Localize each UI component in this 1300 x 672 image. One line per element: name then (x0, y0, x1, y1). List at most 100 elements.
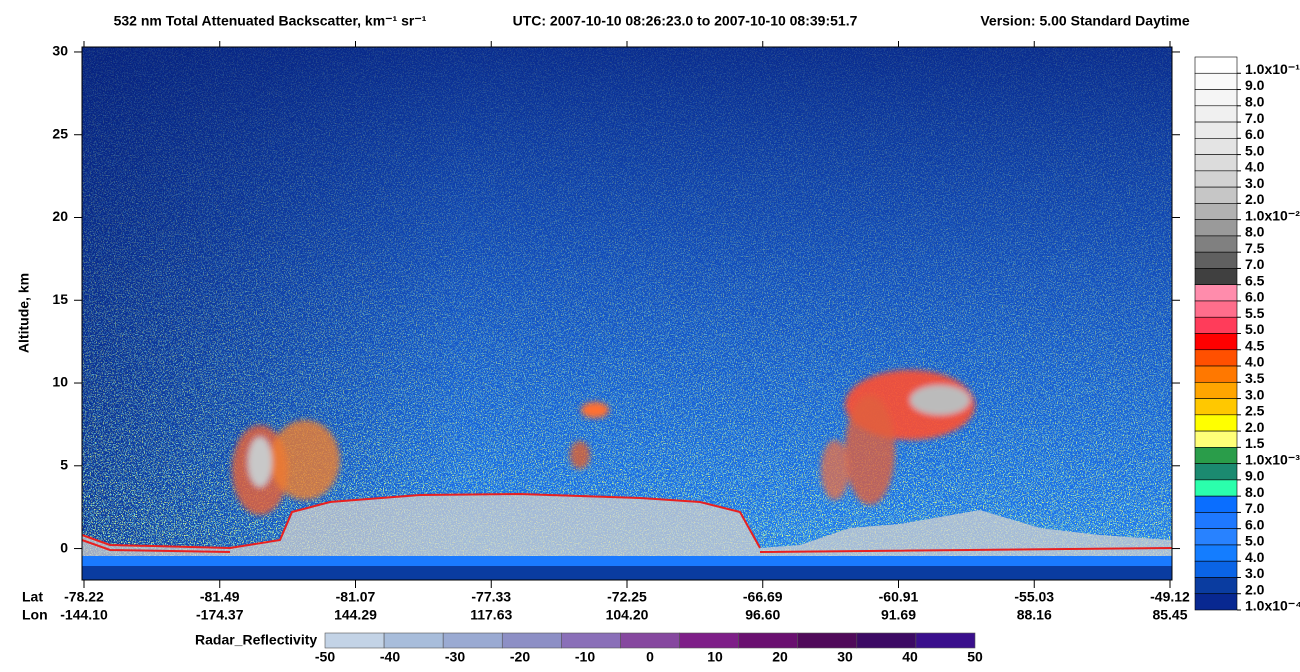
time-range: UTC: 2007-10-10 08:26:23.0 to 2007-10-10… (513, 13, 858, 29)
chart-title: 532 nm Total Attenuated Backscatter, km⁻… (114, 13, 427, 29)
colorbar-swatch (1194, 544, 1238, 562)
colorbar-label: 5.0 (1245, 321, 1265, 337)
radar-colorbar-swatch (324, 632, 385, 649)
radar-tick-label: 40 (902, 649, 918, 665)
colorbar-swatch (1194, 170, 1238, 188)
colorbar-swatch (1194, 300, 1238, 318)
colorbar-swatch (1194, 430, 1238, 448)
colorbar-swatch (1194, 186, 1238, 204)
colorbar-swatch (1194, 512, 1238, 529)
colorbar-swatch (1194, 105, 1238, 123)
lon-tick-label: 85.45 (1152, 607, 1187, 623)
colorbar-label: 6.0 (1245, 126, 1265, 142)
colorbar-swatch (1194, 593, 1238, 611)
radar-tick-label: -30 (445, 649, 465, 665)
radar-colorbar-swatch (442, 632, 503, 649)
colorbar-swatch (1194, 447, 1238, 464)
colorbar-swatch (1194, 316, 1238, 334)
colorbar-swatch (1194, 577, 1238, 595)
colorbar-swatch (1194, 56, 1238, 74)
colorbar-swatch (1194, 121, 1238, 139)
colorbar-label: 5.0 (1245, 533, 1265, 549)
colorbar-label: 4.0 (1245, 159, 1265, 175)
colorbar-swatch (1194, 89, 1238, 107)
colorbar-label: 7.0 (1245, 110, 1265, 126)
y-tick-label: 30 (52, 43, 68, 59)
colorbar-swatch (1194, 479, 1238, 497)
colorbar-swatch (1194, 203, 1238, 220)
colorbar-label: 4.0 (1245, 549, 1265, 565)
lat-tick-label: -81.07 (336, 589, 376, 605)
lat-tick-label: -60.91 (879, 589, 919, 605)
colorbar-label: 3.0 (1245, 386, 1265, 402)
y-tick-label: 0 (60, 539, 68, 555)
y-tick-label: 5 (60, 456, 68, 472)
lat-tick-label: -81.49 (200, 589, 240, 605)
lon-tick-label: 88.16 (1017, 607, 1052, 623)
radar-tick-label: 30 (837, 649, 853, 665)
radar-colorbar-swatch (915, 632, 976, 649)
colorbar-label: 8.0 (1245, 93, 1265, 109)
colorbar-swatch (1194, 333, 1238, 351)
radar-tick-label: 20 (772, 649, 788, 665)
lon-tick-label: -144.10 (60, 607, 108, 623)
lat-tick-label: -49.12 (1150, 589, 1190, 605)
colorbar-swatch (1194, 268, 1238, 286)
radar-tick-label: 0 (646, 649, 654, 665)
y-tick-label: 20 (52, 208, 68, 224)
colorbar-label: 1.0x10⁻⁴ (1245, 598, 1300, 614)
radar-tick-label: 50 (967, 649, 983, 665)
colorbar-label: 5.0 (1245, 142, 1265, 158)
lat-tick-label: -78.22 (64, 589, 104, 605)
radar-colorbar-swatch (738, 632, 799, 649)
radar-tick-label: -20 (510, 649, 530, 665)
radar-tick-label: -10 (575, 649, 595, 665)
colorbar-swatch (1194, 72, 1238, 90)
radar-tick-label: -40 (380, 649, 400, 665)
radar-colorbar-swatch (620, 632, 680, 649)
colorbar-label: 3.0 (1245, 175, 1265, 191)
colorbar-label: 4.5 (1245, 337, 1265, 353)
radar-colorbar-swatch (501, 632, 562, 649)
curtain-image (81, 46, 1173, 581)
lon-tick-label: 144.29 (334, 607, 377, 623)
colorbar-label: 7.0 (1245, 500, 1265, 516)
y-tick-label: 15 (52, 291, 68, 307)
colorbar-swatch (1194, 219, 1238, 237)
radar-colorbar-swatch (797, 632, 858, 649)
lon-label: Lon (22, 607, 48, 623)
colorbar-label: 6.0 (1245, 289, 1265, 305)
colorbar-swatch (1194, 414, 1238, 432)
colorbar-label: 2.0 (1245, 191, 1265, 207)
colorbar-label: 2.0 (1245, 419, 1265, 435)
colorbar-swatch (1194, 560, 1238, 578)
colorbar-label: 4.0 (1245, 354, 1265, 370)
colorbar-label: 2.0 (1245, 581, 1265, 597)
lat-label: Lat (22, 589, 43, 605)
lon-tick-label: 96.60 (745, 607, 780, 623)
colorbar-swatch (1194, 251, 1238, 269)
colorbar-swatch (1194, 138, 1238, 155)
radar-tick-label: 10 (707, 649, 723, 665)
lat-tick-label: -77.33 (471, 589, 511, 605)
colorbar-label: 3.5 (1245, 370, 1265, 386)
colorbar-label: 1.0x10⁻³ (1245, 451, 1300, 467)
lat-tick-label: -55.03 (1014, 589, 1054, 605)
colorbar-label: 9.0 (1245, 77, 1265, 93)
colorbar-label: 9.0 (1245, 468, 1265, 484)
colorbar-swatch (1194, 235, 1238, 253)
lon-tick-label: 117.63 (470, 607, 512, 623)
y-axis-label: Altitude, km (16, 273, 32, 353)
colorbar-swatch (1194, 284, 1238, 302)
radar-colorbar-swatch (561, 632, 621, 649)
colorbar-label: 1.5 (1245, 435, 1265, 451)
radar-colorbar-label: Radar_Reflectivity (195, 632, 317, 648)
colorbar-label: 1.0x10⁻¹ (1245, 61, 1300, 77)
colorbar-swatch (1194, 365, 1238, 383)
colorbar-label: 6.0 (1245, 516, 1265, 532)
colorbar-label: 8.0 (1245, 484, 1265, 500)
y-tick-label: 25 (52, 125, 68, 141)
colorbar-swatch (1194, 463, 1238, 481)
colorbar-swatch (1194, 154, 1238, 172)
